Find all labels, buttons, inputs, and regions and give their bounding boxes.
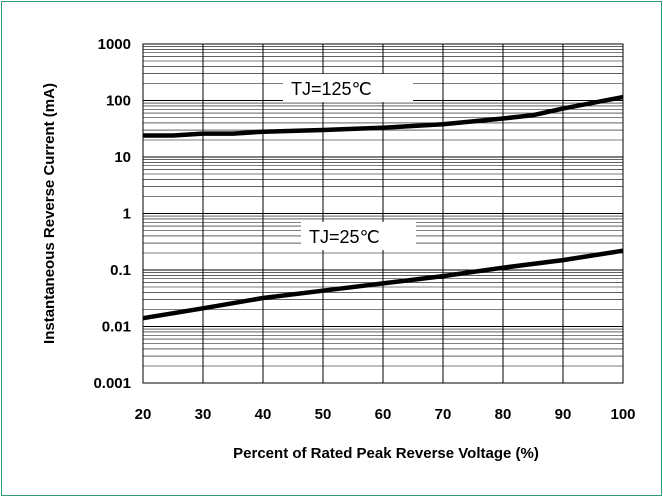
x-tick-label: 60 [375, 406, 392, 423]
x-tick-label: 20 [135, 406, 152, 423]
x-tick-label: 30 [195, 406, 212, 423]
curve-labels: TJ=125℃ TJ=25℃ [283, 74, 416, 250]
x-tick-label: 100 [610, 406, 635, 423]
x-tick-label: 50 [315, 406, 332, 423]
x-tick-label: 90 [555, 406, 572, 423]
y-tick-label: 1 [123, 206, 131, 223]
series-lines [142, 94, 624, 321]
y-axis-label: Instantaneous Reverse Current (mA) [41, 83, 58, 344]
x-axis-label: Percent of Rated Peak Reverse Voltage (%… [233, 445, 539, 462]
plot-area [142, 43, 624, 384]
curve-label-tj125: TJ=125℃ [291, 79, 372, 99]
series-line-tj125 [143, 94, 624, 138]
y-tick-label: 1000 [98, 36, 131, 53]
curve-label-tj25: TJ=25℃ [309, 227, 380, 247]
y-tick-label: 0.001 [93, 375, 131, 392]
y-tick-label: 10 [114, 149, 131, 166]
y-tick-label: 100 [106, 93, 131, 110]
y-tick-labels: 0.001 0.01 0.1 1 10 100 1000 [93, 36, 131, 392]
y-tick-label: 0.01 [102, 319, 131, 336]
x-tick-label: 70 [435, 406, 452, 423]
x-tick-label: 80 [495, 406, 512, 423]
series-line-tj25 [142, 248, 624, 321]
x-tick-label: 40 [255, 406, 272, 423]
y-tick-label: 0.1 [110, 262, 131, 279]
x-tick-labels: 20 30 40 50 60 70 80 90 100 [135, 406, 636, 423]
curve-label-tj125-box [283, 74, 413, 102]
curve-label-tj25-box [301, 222, 416, 250]
